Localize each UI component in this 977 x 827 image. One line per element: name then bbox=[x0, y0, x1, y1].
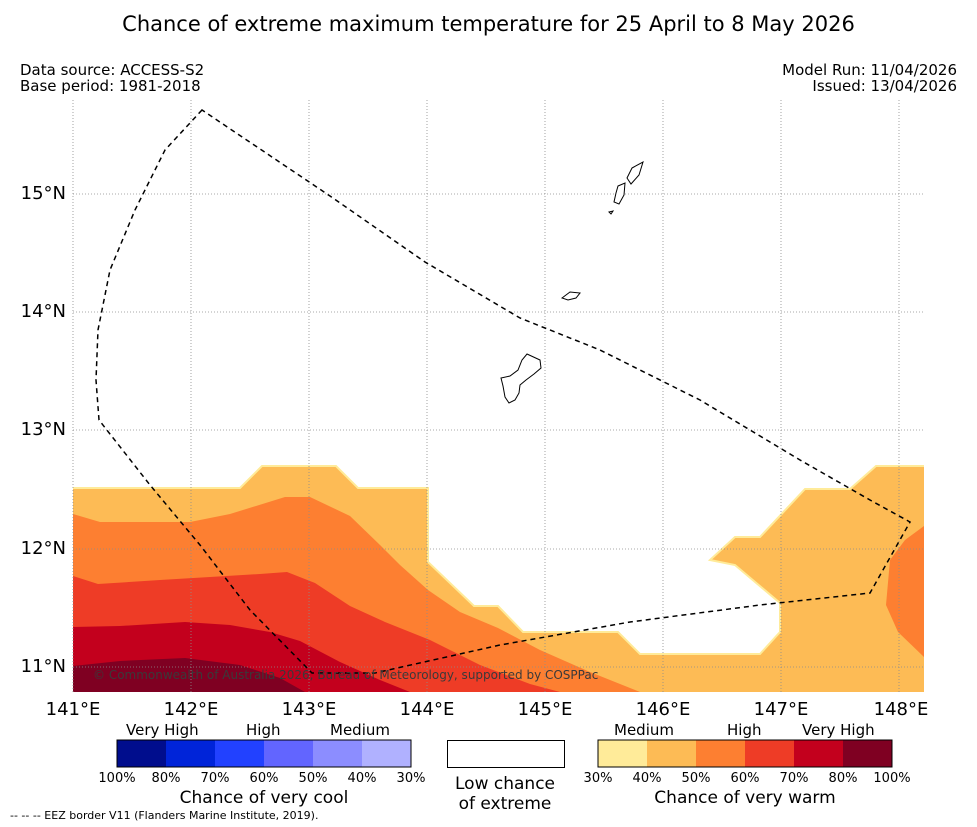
probability-fill-layer bbox=[73, 465, 924, 692]
warm-colorbar bbox=[597, 739, 893, 768]
meta-right: Model Run: 11/04/2026 Issued: 13/04/2026 bbox=[782, 62, 957, 94]
warm-caption: Chance of very warm bbox=[654, 788, 836, 808]
lat-label-12n: 12°N bbox=[20, 538, 66, 559]
warm-pct-80: 80% bbox=[828, 771, 858, 786]
warm-swatch-80-100 bbox=[843, 740, 892, 767]
lon-label-145e: 145°E bbox=[517, 699, 573, 720]
cool-swatch-40-50 bbox=[313, 740, 362, 767]
cool-cat-medium: Medium bbox=[330, 721, 390, 739]
cool-swatch-80-100 bbox=[117, 740, 166, 767]
lon-label-143e: 143°E bbox=[281, 699, 337, 720]
islands bbox=[500, 160, 644, 404]
warm-swatch-30-40 bbox=[598, 740, 647, 767]
warm-pct-50: 50% bbox=[681, 771, 711, 786]
cool-pct-80: 80% bbox=[151, 771, 181, 786]
lon-label-148e: 148°E bbox=[873, 699, 929, 720]
island-guam bbox=[500, 353, 542, 404]
cool-cat-very-high: Very High bbox=[126, 721, 199, 739]
island-rota bbox=[560, 291, 581, 301]
lat-label-11n: 11°N bbox=[20, 656, 66, 677]
cool-caption: Chance of very cool bbox=[179, 788, 349, 808]
warm-swatch-40-50 bbox=[647, 740, 696, 767]
warm-swatch-70-80 bbox=[794, 740, 843, 767]
cool-pct-70: 70% bbox=[200, 771, 230, 786]
warm-swatch-60-70 bbox=[745, 740, 794, 767]
cool-pct-50: 50% bbox=[298, 771, 328, 786]
low-chance-swatch bbox=[447, 740, 565, 768]
lat-label-15n: 15°N bbox=[20, 183, 66, 204]
base-period-text: Base period: 1981-2018 bbox=[20, 77, 201, 95]
cool-swatch-70-80 bbox=[166, 740, 215, 767]
warm-pct-60: 60% bbox=[730, 771, 760, 786]
gridlines bbox=[72, 100, 924, 692]
warm-pct-100: 100% bbox=[873, 771, 911, 786]
fill-warm-80-100 bbox=[73, 658, 305, 692]
warm-cat-very-high: Very High bbox=[802, 721, 875, 739]
lon-label-147e: 147°E bbox=[753, 699, 809, 720]
issued-text: Issued: 13/04/2026 bbox=[812, 77, 957, 95]
cool-swatch-30-40 bbox=[362, 740, 411, 767]
cool-cat-high: High bbox=[246, 721, 281, 739]
low-caption-line1: Low chance bbox=[455, 774, 555, 794]
cool-swatch-50-60 bbox=[264, 740, 313, 767]
warm-cat-high: High bbox=[727, 721, 762, 739]
copyright-text: © Commonwealth of Australia 2026, Bureau… bbox=[93, 668, 599, 682]
cool-colorbar bbox=[116, 739, 412, 768]
lon-label-146e: 146°E bbox=[635, 699, 691, 720]
island-aguijan bbox=[608, 210, 615, 215]
island-tinian bbox=[613, 182, 626, 205]
data-source-text: Data source: ACCESS-S2 bbox=[20, 61, 205, 79]
cool-pct-60: 60% bbox=[249, 771, 279, 786]
cool-pct-100: 100% bbox=[98, 771, 136, 786]
cool-pct-40: 40% bbox=[347, 771, 377, 786]
cool-pct-30: 30% bbox=[396, 771, 426, 786]
lon-label-141e: 141°E bbox=[45, 699, 101, 720]
eez-border-note: -- -- -- EEZ border V11 (Flanders Marine… bbox=[10, 809, 319, 822]
meta-left: Data source: ACCESS-S2 Base period: 1981… bbox=[20, 62, 204, 94]
fill-warm-30-40-rim bbox=[73, 465, 924, 655]
lon-label-142e: 142°E bbox=[163, 699, 219, 720]
lat-label-13n: 13°N bbox=[20, 419, 66, 440]
warm-pct-70: 70% bbox=[779, 771, 809, 786]
lon-label-144e: 144°E bbox=[399, 699, 455, 720]
cool-swatch-60-70 bbox=[215, 740, 264, 767]
chart-title: Chance of extreme maximum temperature fo… bbox=[122, 12, 855, 36]
map-canvas bbox=[72, 100, 924, 692]
warm-pct-30: 30% bbox=[583, 771, 613, 786]
warm-cat-medium: Medium bbox=[614, 721, 674, 739]
warm-swatch-50-60 bbox=[696, 740, 745, 767]
low-caption-line2: of extreme bbox=[458, 794, 552, 814]
model-run-text: Model Run: 11/04/2026 bbox=[782, 61, 957, 79]
eez-border bbox=[95, 109, 912, 674]
warm-pct-40: 40% bbox=[632, 771, 662, 786]
island-saipan bbox=[626, 160, 644, 185]
lat-label-14n: 14°N bbox=[20, 301, 66, 322]
